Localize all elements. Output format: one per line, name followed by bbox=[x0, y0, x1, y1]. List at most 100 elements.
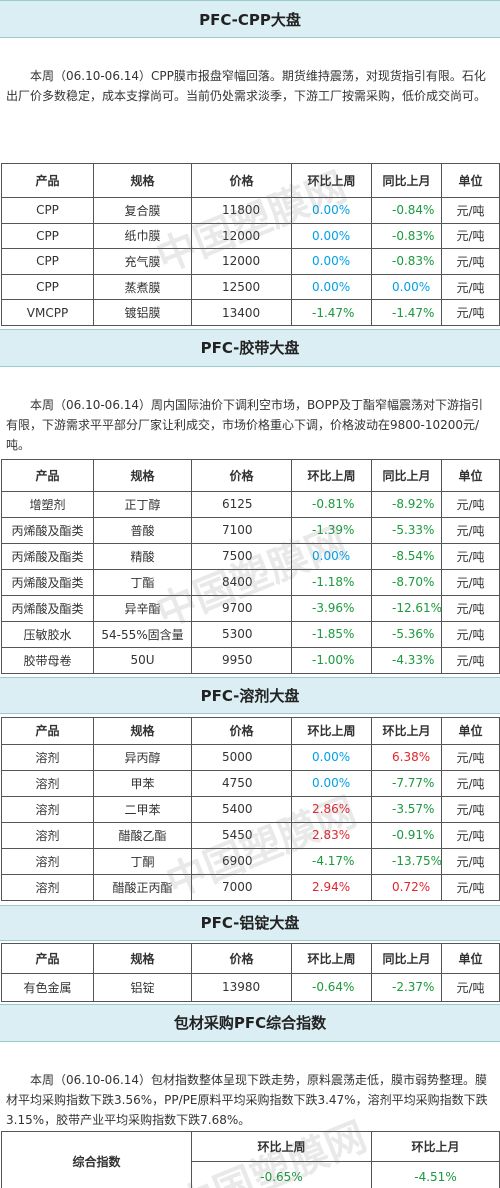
cell: 元/吨 bbox=[441, 646, 500, 674]
cell: 0.00% bbox=[291, 197, 372, 224]
cell: 5400 bbox=[191, 795, 292, 823]
data-table: 产品 规格 价格 环比上周 同比上月 单位 有色金属 铝锭 13980 -0.64% -2.37% 元… bbox=[1, 942, 500, 1002]
header-row: 产品 规格 价格 环比上周 同比上月 单位 bbox=[1, 458, 500, 492]
cell: -1.39% bbox=[291, 516, 372, 544]
cell: 6125 bbox=[191, 490, 292, 518]
section: PFC-溶剂大盘 产品 规格 价格 环比上周 环比上月 单位 溶剂 异丙醇 5000 0.00% 6.… bbox=[0, 676, 500, 901]
cell: -5.36% bbox=[371, 620, 442, 648]
cell: -2.37% bbox=[371, 972, 442, 1002]
row: 溶剂 醋酸乙酯 5450 2.83% -0.91% 元/吨 bbox=[1, 821, 500, 849]
cell: 元/吨 bbox=[441, 248, 500, 275]
cell: -4.33% bbox=[371, 646, 442, 674]
header-cell: 环比上周 bbox=[291, 716, 372, 745]
cell: 丁酮 bbox=[93, 847, 192, 875]
cell: 元/吨 bbox=[441, 516, 500, 544]
cell: VMCPP bbox=[1, 299, 94, 326]
cell: -13.75% bbox=[371, 847, 442, 875]
section-title: PFC-铝锭大盘 bbox=[0, 904, 500, 941]
row: CPP 充气膜 12000 0.00% -0.83% 元/吨 bbox=[1, 248, 500, 275]
cell: 元/吨 bbox=[441, 197, 500, 224]
section: PFC-CPP大盘本周（06.10-06.14）CPP膜市报盘窄幅回落。期货维持… bbox=[0, 0, 500, 326]
header-row: 综合指数 环比上周 环比上月 bbox=[1, 1130, 500, 1188]
cell: 50U bbox=[93, 646, 192, 674]
cell: 54-55%固含量 bbox=[93, 620, 192, 648]
cell: -1.47% bbox=[291, 299, 372, 326]
cell: -7.77% bbox=[371, 769, 442, 797]
cell: -1.47% bbox=[371, 299, 442, 326]
section-title: PFC-CPP大盘 bbox=[0, 0, 500, 38]
cell: 充气膜 bbox=[93, 248, 192, 275]
cell: 2.83% bbox=[291, 821, 372, 849]
cell: 11800 bbox=[191, 197, 292, 224]
cell: 溶剂 bbox=[1, 769, 94, 797]
header-cell: 单位 bbox=[441, 942, 500, 974]
cell: 4750 bbox=[191, 769, 292, 797]
header-cell: 同比上月 bbox=[371, 458, 442, 492]
cell: -4.17% bbox=[291, 847, 372, 875]
cell: 铝锭 bbox=[93, 972, 192, 1002]
cell: 元/吨 bbox=[441, 273, 500, 301]
header-cell: 产品 bbox=[1, 163, 94, 198]
paragraph: 本周（06.10-06.14）CPP膜市报盘窄幅回落。期货维持震荡，对现货指引有… bbox=[6, 69, 487, 103]
cell: 6900 bbox=[191, 847, 292, 875]
row: 溶剂 醋酸正丙酯 7000 2.94% 0.72% 元/吨 bbox=[1, 873, 500, 901]
cell: 丙烯酸及酯类 bbox=[1, 542, 94, 570]
cell: 7000 bbox=[191, 873, 292, 901]
cell: 元/吨 bbox=[441, 222, 500, 250]
section: 包材采购PFC综合指数 本周（06.10-06.14）包材指数整体呈现下跌走势，原… bbox=[0, 1003, 500, 1188]
row: 增塑剂 正丁醇 6125 -0.81% -8.92% 元/吨 bbox=[1, 490, 500, 518]
section: PFC-铝锭大盘 产品 规格 价格 环比上周 同比上月 单位 有色金属 铝锭 13980 -0.64… bbox=[0, 904, 500, 1002]
row: 胶带母卷 50U 9950 -1.00% -4.33% 元/吨 bbox=[1, 646, 500, 674]
cell: 9700 bbox=[191, 594, 292, 622]
cell: 12000 bbox=[191, 248, 292, 275]
header-cell: 环比上周 bbox=[291, 942, 372, 974]
cell: 13400 bbox=[191, 299, 292, 326]
cell: 元/吨 bbox=[441, 847, 500, 875]
cell: 元/吨 bbox=[441, 769, 500, 797]
header-cell: 环比上周 bbox=[291, 458, 372, 492]
header-row: 产品 规格 价格 环比上周 环比上月 单位 bbox=[1, 716, 500, 745]
header-cell: 价格 bbox=[191, 458, 292, 492]
cell: 元/吨 bbox=[441, 490, 500, 518]
cell: 0.00% bbox=[291, 769, 372, 797]
cell: 镀铝膜 bbox=[93, 299, 192, 326]
header-cell: 单位 bbox=[441, 163, 500, 198]
row: 丙烯酸及酯类 异辛酯 9700 -3.96% -12.61% 元/吨 bbox=[1, 594, 500, 622]
cell: CPP bbox=[1, 222, 94, 250]
cell: 0.00% bbox=[291, 222, 372, 250]
cell: -8.92% bbox=[371, 490, 442, 518]
row: VMCPP 镀铝膜 13400 -1.47% -1.47% 元/吨 bbox=[1, 299, 500, 326]
cell: CPP bbox=[1, 197, 94, 224]
cell: 溶剂 bbox=[1, 743, 94, 771]
cell: 纸巾膜 bbox=[93, 222, 192, 250]
row: 压敏胶水 54-55%固含量 5300 -1.85% -5.36% 元/吨 bbox=[1, 620, 500, 648]
cell: 元/吨 bbox=[441, 873, 500, 901]
row: 丙烯酸及酯类 精酸 7500 0.00% -8.54% 元/吨 bbox=[1, 542, 500, 570]
cell: 12500 bbox=[191, 273, 292, 301]
section-title: PFC-溶剂大盘 bbox=[0, 676, 500, 714]
cell: -0.83% bbox=[371, 222, 442, 250]
header-cell: 价格 bbox=[191, 716, 292, 745]
cell: 0.00% bbox=[291, 273, 372, 301]
cell: -3.96% bbox=[291, 594, 372, 622]
cell: CPP bbox=[1, 273, 94, 301]
header-cell: 综合指数 bbox=[1, 1130, 192, 1188]
cell: 7100 bbox=[191, 516, 292, 544]
section-title: PFC-胶带大盘 bbox=[0, 328, 500, 367]
cell: 13980 bbox=[191, 972, 292, 1002]
cell: 5300 bbox=[191, 620, 292, 648]
cell: 甲苯 bbox=[93, 769, 192, 797]
cell: 元/吨 bbox=[441, 568, 500, 596]
cell: 5450 bbox=[191, 821, 292, 849]
cell: 元/吨 bbox=[441, 795, 500, 823]
cell: 溶剂 bbox=[1, 795, 94, 823]
cell: 2.94% bbox=[291, 873, 372, 901]
paragraph: 本周（06.10-06.14）包材指数整体呈现下跌走势，原料震荡走低，膜市弱势整… bbox=[6, 1072, 488, 1127]
cell: -0.65% bbox=[191, 1160, 372, 1188]
header-cell: 规格 bbox=[93, 716, 192, 745]
cell: 丁酯 bbox=[93, 568, 192, 596]
cell: 溶剂 bbox=[1, 873, 94, 901]
header-cell: 环比上月 bbox=[371, 716, 442, 745]
row: 有色金属 铝锭 13980 -0.64% -2.37% 元/吨 bbox=[1, 972, 500, 1002]
